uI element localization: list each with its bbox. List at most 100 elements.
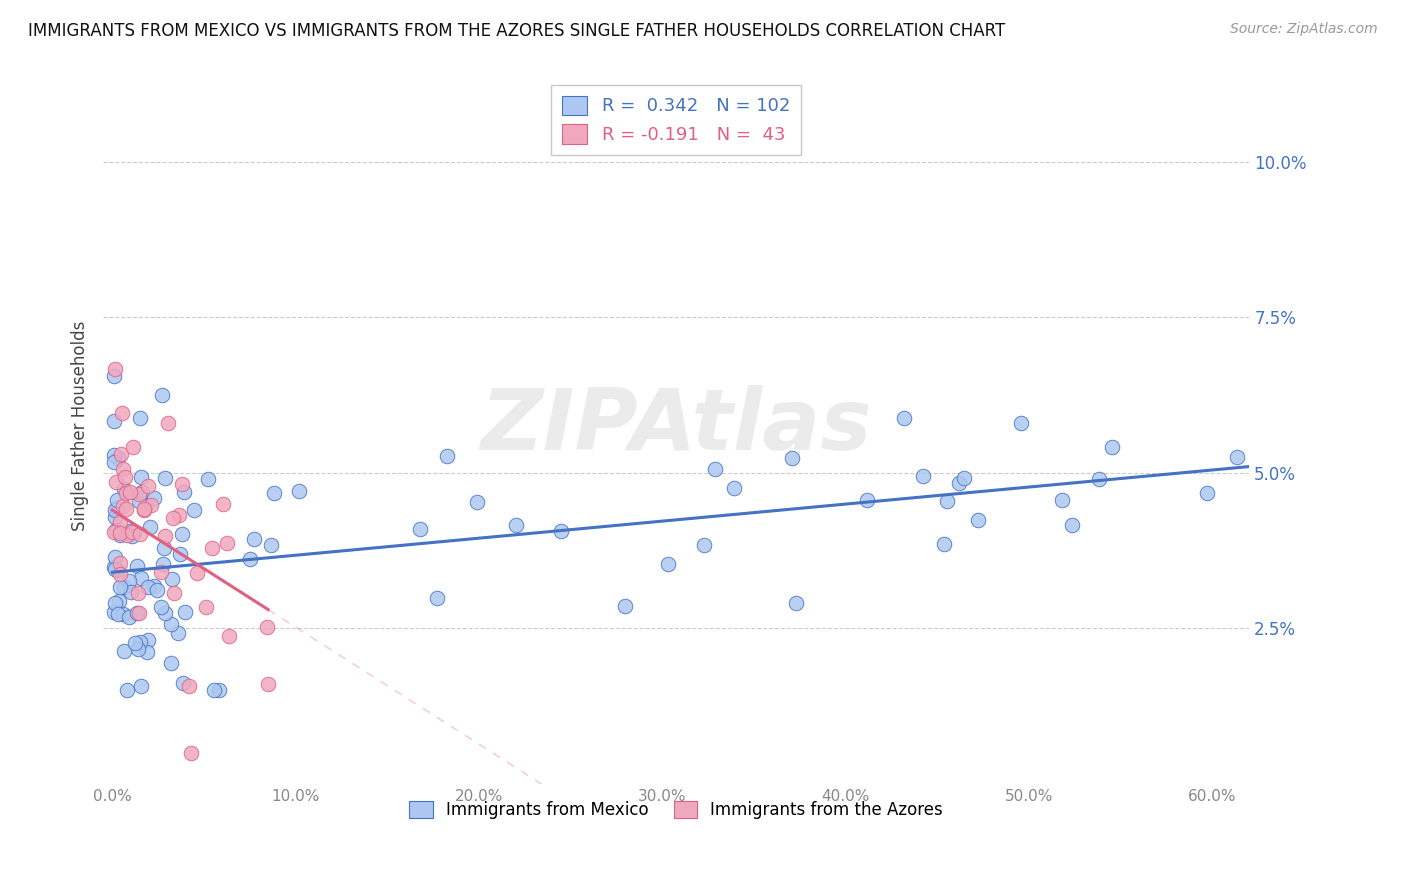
Point [202, 683, 225, 698]
Point [932, 537, 955, 551]
Point [105, 523, 128, 537]
Point [112, 607, 135, 621]
Point [505, 517, 527, 532]
Point [143, 491, 166, 506]
Point [120, 524, 142, 538]
Point [1101, 440, 1123, 454]
Point [108, 581, 131, 595]
Point [132, 501, 155, 516]
Point [953, 471, 976, 485]
Point [260, 538, 283, 552]
Point [173, 485, 195, 500]
Point [172, 675, 194, 690]
Point [218, 629, 240, 643]
Point [170, 526, 193, 541]
Y-axis label: Single Father Households: Single Father Households [72, 321, 89, 532]
Point [893, 411, 915, 425]
Point [149, 600, 172, 615]
Point [103, 368, 125, 383]
Text: ZIPAtlas: ZIPAtlas [481, 384, 872, 467]
Point [153, 606, 176, 620]
Point [115, 501, 138, 516]
Point [693, 538, 716, 552]
Point [169, 547, 191, 561]
Point [104, 562, 127, 576]
Point [125, 606, 148, 620]
Point [105, 563, 128, 577]
Point [136, 580, 159, 594]
Point [111, 461, 134, 475]
Point [173, 605, 195, 619]
Point [110, 516, 132, 530]
Point [104, 595, 127, 609]
Point [108, 556, 131, 570]
Point [143, 579, 166, 593]
Point [129, 635, 152, 649]
Point [1060, 518, 1083, 533]
Point [657, 557, 679, 571]
Point [1050, 492, 1073, 507]
Point [129, 679, 152, 693]
Point [163, 586, 186, 600]
Point [1197, 486, 1219, 500]
Point [911, 469, 934, 483]
Point [114, 470, 136, 484]
Point [107, 607, 129, 622]
Point [112, 482, 135, 496]
Point [239, 552, 262, 566]
Point [179, 679, 201, 693]
Point [409, 522, 432, 536]
Point [208, 683, 231, 698]
Point [121, 529, 143, 543]
Legend: Immigrants from Mexico, Immigrants from the Azores: Immigrants from Mexico, Immigrants from … [402, 794, 949, 825]
Point [153, 470, 176, 484]
Point [131, 485, 153, 500]
Point [136, 633, 159, 648]
Point [136, 645, 159, 659]
Point [162, 510, 184, 524]
Point [152, 541, 174, 555]
Point [118, 574, 141, 589]
Point [121, 524, 143, 539]
Point [128, 486, 150, 500]
Point [104, 361, 127, 376]
Point [112, 499, 135, 513]
Point [135, 498, 157, 512]
Point [287, 484, 309, 499]
Point [170, 476, 193, 491]
Point [136, 478, 159, 492]
Point [128, 411, 150, 425]
Point [139, 499, 162, 513]
Point [107, 500, 129, 515]
Point [183, 503, 205, 517]
Point [110, 406, 132, 420]
Point [723, 481, 745, 495]
Point [167, 626, 190, 640]
Point [212, 497, 235, 511]
Point [132, 503, 155, 517]
Point [785, 596, 807, 610]
Point [146, 582, 169, 597]
Point [162, 572, 184, 586]
Point [1010, 416, 1032, 430]
Point [124, 635, 146, 649]
Point [128, 606, 150, 620]
Point [704, 462, 727, 476]
Point [780, 450, 803, 465]
Point [550, 524, 572, 538]
Point [153, 529, 176, 543]
Point [201, 541, 224, 555]
Point [129, 526, 152, 541]
Point [110, 447, 132, 461]
Point [197, 472, 219, 486]
Point [129, 470, 152, 484]
Point [117, 609, 139, 624]
Point [115, 683, 138, 698]
Point [967, 513, 990, 527]
Point [112, 580, 135, 594]
Point [108, 566, 131, 581]
Point [103, 560, 125, 574]
Point [195, 600, 218, 615]
Point [856, 492, 879, 507]
Point [257, 677, 280, 691]
